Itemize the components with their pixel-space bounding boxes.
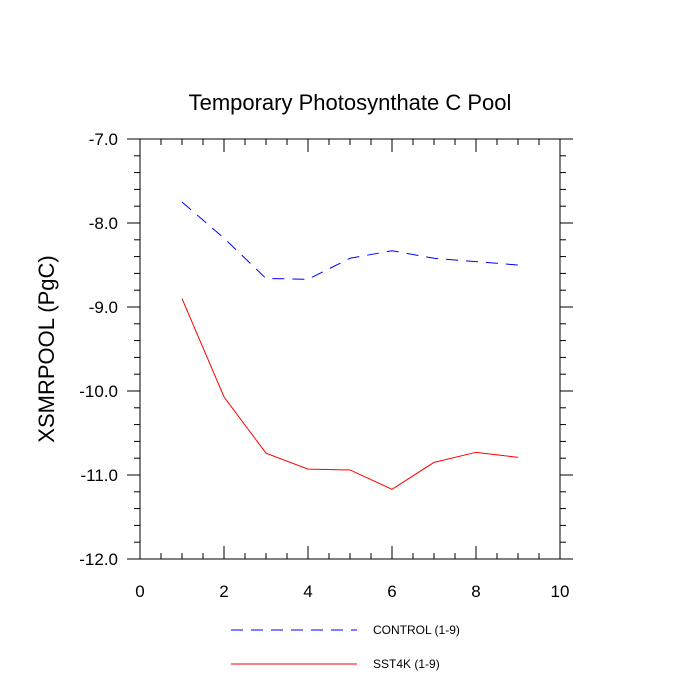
y-tick-label: -9.0 [89,298,118,317]
legend-label-sst4k: SST4K (1-9) [373,657,440,671]
chart-title: Temporary Photosynthate C Pool [189,90,512,115]
axis-ticks [127,138,573,560]
legend-label-control: CONTROL (1-9) [373,623,460,637]
x-tick-label: 4 [303,582,312,601]
y-tick-label: -12.0 [79,550,118,569]
x-tick-label: 0 [135,582,144,601]
series-line-sst4k [181,298,519,490]
x-tick-label: 2 [219,582,228,601]
x-tick-label: 6 [387,582,396,601]
y-axis-label: XSMRPOOL (PgC) [34,255,59,442]
axis-tick-labels: 0 2 4 6 8 10 -7.0 -8.0 -9.0 -10.0 -11.0 -12.0 [79,130,569,601]
y-tick-label: -10.0 [79,382,118,401]
y-tick-label: -8.0 [89,214,118,233]
legend: CONTROL (1-9) SST4K (1-9) [231,623,460,671]
series-lines [181,201,519,490]
x-tick-label: 10 [551,582,570,601]
y-tick-label: -11.0 [81,466,119,485]
y-tick-label: -7.0 [89,130,118,149]
x-tick-label: 8 [471,582,480,601]
series-line-control [181,201,519,280]
